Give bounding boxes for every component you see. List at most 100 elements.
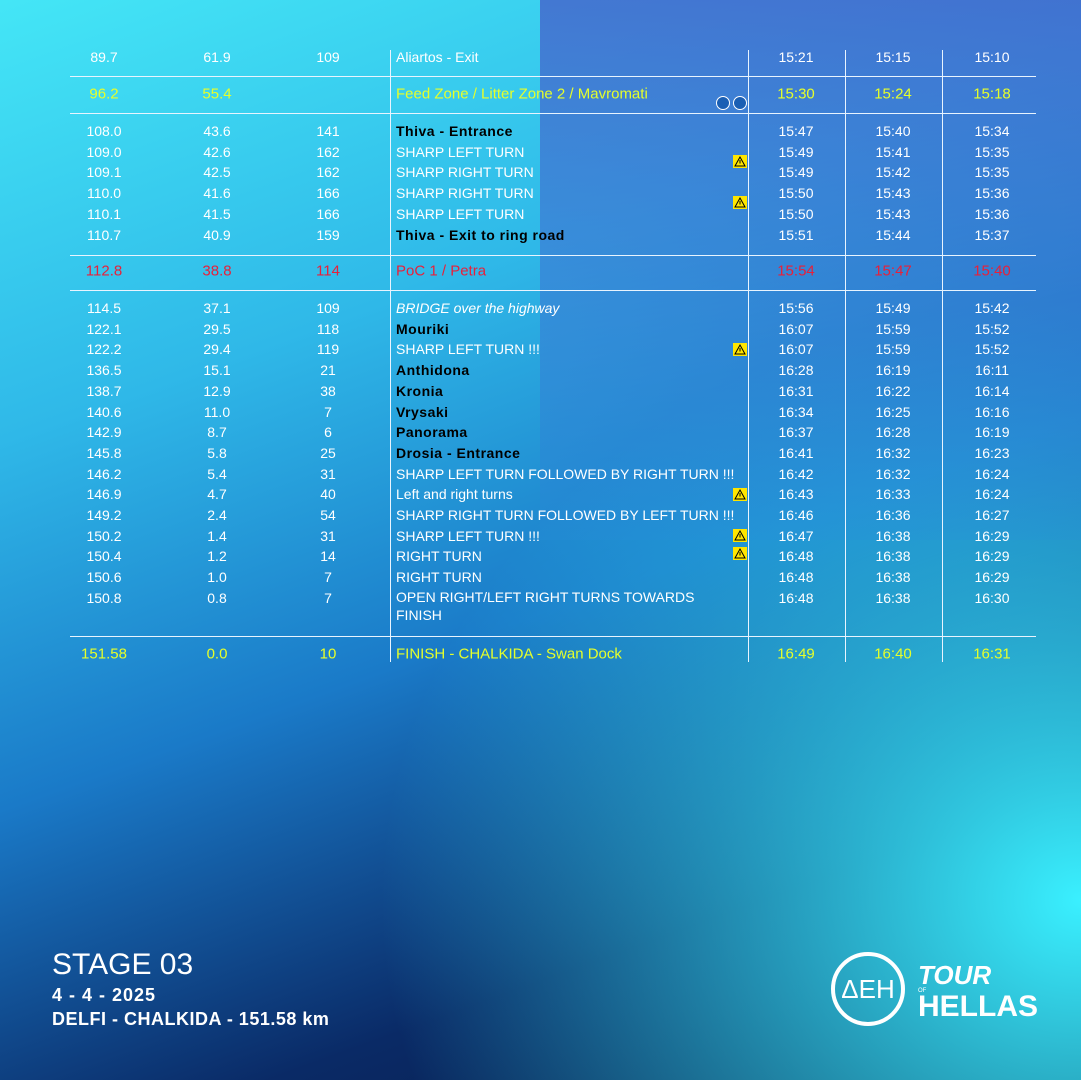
cell: 16:22 bbox=[875, 382, 911, 399]
cell: 7 bbox=[324, 589, 332, 606]
cell: 15:49 bbox=[875, 300, 911, 316]
cell: 40 bbox=[320, 486, 336, 503]
column-separator bbox=[748, 50, 749, 662]
location: Drosia - Entrance bbox=[396, 444, 521, 461]
cell: 16:29 bbox=[974, 569, 1010, 586]
cell: 15:30 bbox=[777, 85, 815, 103]
row-separator bbox=[70, 290, 1036, 291]
cell: 166 bbox=[316, 185, 340, 201]
cell: 16:29 bbox=[974, 548, 1010, 565]
cell: 119 bbox=[316, 341, 340, 358]
column-separator bbox=[942, 50, 943, 662]
cell: 16:42 bbox=[778, 465, 814, 482]
cell: 146.2 bbox=[86, 465, 122, 482]
cell: 12.9 bbox=[203, 382, 231, 399]
row-separator bbox=[70, 255, 1036, 256]
cell: 55.4 bbox=[202, 85, 232, 103]
location: SHARP LEFT TURN FOLLOWED BY RIGHT TURN !… bbox=[396, 465, 735, 482]
cell: 140.6 bbox=[86, 403, 122, 420]
cell: 15:36 bbox=[974, 185, 1010, 201]
cell: 136.5 bbox=[86, 362, 122, 379]
cell: 8.7 bbox=[207, 424, 227, 441]
warning-icon bbox=[733, 155, 747, 168]
cell: 2.4 bbox=[207, 507, 227, 523]
cell: 29.5 bbox=[203, 320, 231, 337]
cell: 110.1 bbox=[87, 206, 121, 222]
cell: 122.1 bbox=[86, 320, 122, 337]
sponsor-logo: ΔΕΗ bbox=[831, 952, 905, 1026]
cell: 15:43 bbox=[875, 185, 911, 201]
location: Left and right turns bbox=[396, 486, 513, 503]
cell: 31 bbox=[320, 465, 336, 482]
cell: 15:35 bbox=[974, 164, 1010, 180]
cell: 15:52 bbox=[974, 320, 1010, 337]
warning-icon bbox=[733, 488, 747, 501]
cell: 15:56 bbox=[778, 300, 814, 316]
cell: 89.7 bbox=[90, 49, 118, 65]
cell: 16:38 bbox=[875, 589, 911, 606]
warning-icon bbox=[733, 196, 747, 209]
cell: 15:34 bbox=[974, 123, 1010, 139]
cell: 15:10 bbox=[974, 49, 1010, 65]
location: BRIDGE over the highway bbox=[396, 300, 560, 316]
cell: 16:32 bbox=[875, 444, 911, 461]
cell: 1.4 bbox=[207, 527, 227, 544]
cell: 122.2 bbox=[86, 341, 122, 358]
cell: 109 bbox=[316, 49, 340, 65]
location: SHARP RIGHT TURN FOLLOWED BY LEFT TURN !… bbox=[396, 507, 735, 523]
location: Kronia bbox=[396, 382, 444, 399]
cell: 150.2 bbox=[86, 527, 122, 544]
location: SHARP RIGHT TURN bbox=[396, 185, 534, 201]
cell: 15:50 bbox=[778, 206, 814, 222]
cell: 162 bbox=[316, 144, 340, 160]
cell: 16:07 bbox=[778, 320, 814, 337]
cell: 16:14 bbox=[974, 382, 1010, 399]
cell: 54 bbox=[320, 507, 336, 523]
stage-date: 4 - 4 - 2025 bbox=[52, 985, 157, 1005]
cell: 7 bbox=[324, 403, 332, 420]
cell: 31 bbox=[320, 527, 336, 544]
cell: 16:28 bbox=[778, 362, 814, 379]
cell: 41.6 bbox=[203, 185, 231, 201]
location: FINISH - CHALKIDA - Swan Dock bbox=[396, 645, 622, 663]
cell: 16:07 bbox=[778, 341, 814, 358]
location: Thiva - Exit to ring road bbox=[396, 227, 565, 243]
cell: 29.4 bbox=[203, 341, 231, 358]
cell: 15:24 bbox=[874, 85, 912, 103]
cell: 142.9 bbox=[86, 424, 122, 441]
cell: 0.0 bbox=[206, 645, 228, 663]
cell: 15:47 bbox=[778, 123, 814, 139]
cell: 149.2 bbox=[86, 507, 122, 523]
cell: 15.1 bbox=[203, 362, 231, 379]
cell: 16:28 bbox=[875, 424, 911, 441]
cell: 162 bbox=[316, 164, 340, 180]
cell: 150.8 bbox=[86, 589, 122, 606]
cell: 96.2 bbox=[89, 85, 119, 103]
cell: 15:42 bbox=[974, 300, 1010, 316]
warning-icon bbox=[733, 343, 747, 356]
cell: 138.7 bbox=[86, 382, 122, 399]
cell: 25 bbox=[320, 444, 336, 461]
cell: 15:15 bbox=[875, 49, 911, 65]
cell: 15:37 bbox=[974, 227, 1010, 243]
cell: 15:49 bbox=[778, 144, 814, 160]
cell: 16:23 bbox=[974, 444, 1010, 461]
cell: 16:29 bbox=[974, 527, 1010, 544]
cell: 16:16 bbox=[974, 403, 1010, 420]
cell: 159 bbox=[316, 227, 340, 243]
info-icon bbox=[733, 96, 747, 110]
cell: 10 bbox=[319, 645, 337, 663]
cell: 16:46 bbox=[778, 507, 814, 523]
cell: 16:19 bbox=[875, 362, 911, 379]
cell: 114 bbox=[316, 262, 340, 280]
cell: 16:31 bbox=[973, 645, 1011, 663]
location: SHARP LEFT TURN bbox=[396, 144, 525, 160]
cell: 5.8 bbox=[207, 444, 227, 461]
location: Mouriki bbox=[396, 320, 450, 337]
info-icon bbox=[716, 96, 730, 110]
cell: 15:43 bbox=[875, 206, 911, 222]
cell: 43.6 bbox=[203, 123, 231, 139]
cell: 15:35 bbox=[974, 144, 1010, 160]
cell: 16:47 bbox=[778, 527, 814, 544]
